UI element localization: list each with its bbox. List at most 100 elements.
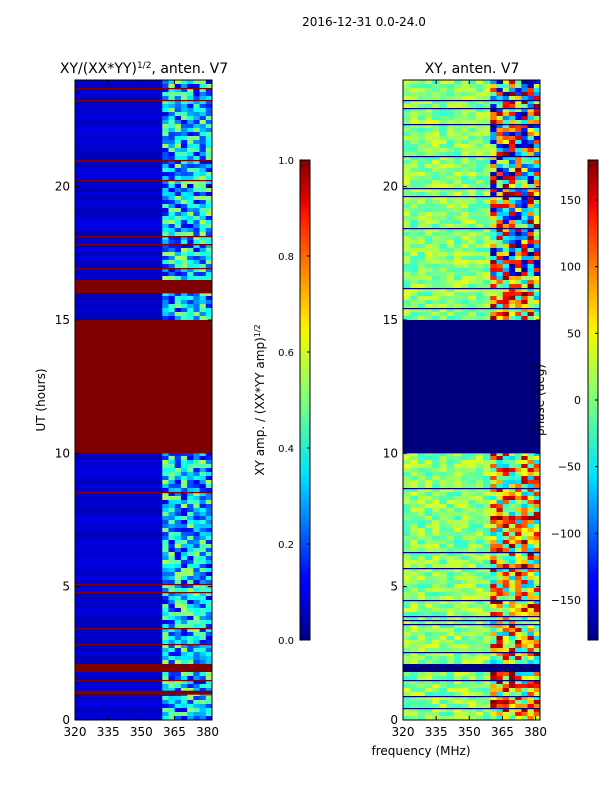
- heatmap-cell: [162, 232, 169, 237]
- heatmap-cell: [162, 572, 169, 577]
- heatmap-cell: [439, 124, 448, 129]
- heatmap-cell: [468, 536, 477, 541]
- heatmap-cell: [205, 124, 212, 129]
- heatmap-cell: [205, 572, 212, 577]
- heatmap-cell: [432, 552, 440, 557]
- heatmap-cell: [521, 148, 529, 153]
- heatmap-cell: [453, 568, 462, 573]
- heatmap-cell: [187, 608, 194, 613]
- heatmap-cell: [180, 92, 188, 97]
- heatmap-cell: [527, 304, 535, 309]
- heatmap-cell: [205, 220, 212, 225]
- heatmap-cell: [187, 660, 194, 665]
- heatmap-cell: [439, 172, 448, 177]
- heatmap-cell: [490, 192, 497, 197]
- heatmap-cell: [453, 488, 462, 493]
- heatmap-cell: [496, 180, 504, 185]
- heatmap-cell: [515, 212, 522, 217]
- heatmap-cell: [475, 128, 484, 133]
- heatmap-cell: [180, 652, 188, 657]
- heatmap-cell: [475, 280, 484, 285]
- heatmap-cell: [424, 260, 433, 265]
- heatmap-cell: [75, 172, 163, 177]
- heatmap-cell: [417, 276, 426, 281]
- heatmap-cell: [410, 684, 419, 689]
- heatmap-cell: [508, 600, 516, 605]
- heatmap-cell: [187, 172, 194, 177]
- heatmap-cell: [180, 260, 188, 265]
- heatmap-cell: [410, 572, 419, 577]
- heatmap-cell: [180, 160, 188, 165]
- heatmap-cell: [533, 208, 540, 213]
- heatmap-cell: [162, 228, 169, 233]
- heatmap-cell: [533, 544, 540, 549]
- heatmap-cell: [508, 548, 516, 553]
- heatmap-cell: [424, 272, 433, 277]
- heatmap-cell: [502, 564, 510, 569]
- heatmap-cell: [75, 672, 163, 677]
- heatmap-cell: [490, 636, 497, 641]
- heatmap-cell: [205, 648, 212, 653]
- heatmap-cell: [403, 88, 411, 93]
- heatmap-cell: [490, 532, 497, 537]
- heatmap-cell: [432, 160, 440, 165]
- heatmap-cell: [187, 612, 194, 617]
- heatmap-cell: [515, 512, 522, 517]
- heatmap-cell: [475, 696, 484, 701]
- heatmap-cell: [502, 528, 510, 533]
- heatmap-cell: [496, 148, 504, 153]
- heatmap-cell: [461, 120, 469, 125]
- heatmap-cell: [533, 600, 540, 605]
- heatmap-cell: [453, 580, 462, 585]
- heatmap-cell: [446, 240, 455, 245]
- heatmap-cell: [515, 528, 522, 533]
- heatmap-cell: [193, 100, 201, 105]
- heatmap-cell: [199, 708, 207, 713]
- heatmap-cell: [424, 300, 433, 305]
- heatmap-cell: [403, 460, 411, 465]
- heatmap-cell: [410, 708, 419, 713]
- heatmap-cell: [187, 672, 194, 677]
- heatmap-cell: [432, 688, 440, 693]
- heatmap-cell: [468, 128, 477, 133]
- y-tick-label: 20: [55, 180, 70, 194]
- heatmap-cell: [424, 92, 433, 97]
- heatmap-cell: [496, 224, 504, 229]
- heatmap-cell: [403, 284, 411, 289]
- heatmap-cell: [403, 248, 411, 253]
- heatmap-cell: [483, 672, 491, 677]
- heatmap-cell: [424, 628, 433, 633]
- heatmap-cell: [424, 116, 433, 121]
- heatmap-cell: [533, 588, 540, 593]
- heatmap-cell: [446, 568, 455, 573]
- heatmap-cell: [508, 636, 516, 641]
- heatmap-cell: [508, 164, 516, 169]
- heatmap-cell: [162, 576, 169, 581]
- heatmap-cell: [496, 112, 504, 117]
- heatmap-cell: [490, 456, 497, 461]
- heatmap-cell: [527, 460, 535, 465]
- heatmap-cell: [515, 628, 522, 633]
- heatmap-cell: [461, 304, 469, 309]
- heatmap-cell: [502, 176, 510, 181]
- heatmap-cell: [439, 452, 448, 457]
- heatmap-cell: [468, 628, 477, 633]
- heatmap-cell: [432, 616, 440, 621]
- heatmap-cell: [403, 484, 411, 489]
- heatmap-cell: [446, 196, 455, 201]
- heatmap-cell: [461, 484, 469, 489]
- heatmap-cell: [162, 208, 169, 213]
- heatmap-cell: [521, 676, 529, 681]
- heatmap-cell: [75, 312, 163, 317]
- heatmap-cell: [417, 120, 426, 125]
- heatmap-cell: [424, 704, 433, 709]
- heatmap-cell: [521, 248, 529, 253]
- heatmap-cell: [502, 156, 510, 161]
- heatmap-cell: [417, 144, 426, 149]
- heatmap-cell: [439, 516, 448, 521]
- heatmap-cell: [453, 520, 462, 525]
- heatmap-cell: [199, 108, 207, 113]
- heatmap-cell: [199, 112, 207, 117]
- heatmap-cell: [461, 612, 469, 617]
- heatmap-cell: [187, 556, 194, 561]
